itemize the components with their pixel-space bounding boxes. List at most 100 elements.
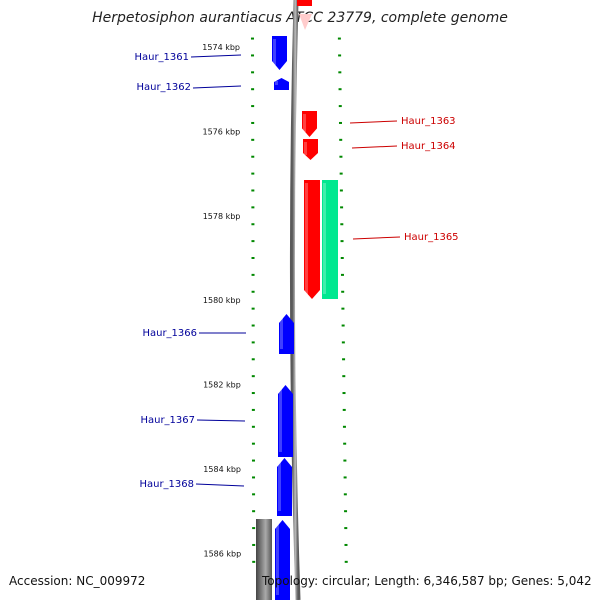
gene-glyph-highlight — [275, 81, 278, 85]
outer-tick — [340, 257, 344, 259]
tick-labels: 1574 kbp 1576 kbp 1578 kbp 1580 kbp 1582 kbp… — [202, 43, 241, 558]
inner-tick — [251, 307, 255, 310]
outer-tick — [339, 189, 343, 192]
partial-feature-top — [297, 0, 312, 6]
inner-tick — [251, 341, 255, 344]
outer-tick — [344, 543, 348, 546]
map-title: Herpetosiphon aurantiacus ATCC 23779, co… — [92, 10, 508, 26]
gene-glyph-highlight — [304, 142, 307, 155]
outer-tick — [342, 425, 346, 428]
gene-glyph — [303, 139, 318, 160]
outer-tick — [341, 307, 345, 310]
gene-leader-line — [196, 419, 246, 422]
backbone-arc — [289, 0, 301, 600]
partial-arrow-top — [299, 14, 312, 30]
inner-tick — [252, 560, 256, 563]
gene-layer — [272, 36, 338, 600]
inner-tick — [251, 273, 255, 276]
gene-label: Haur_1364 — [401, 141, 456, 152]
gene-leader-line — [352, 236, 401, 240]
outer-tick — [341, 290, 345, 293]
inner-tick — [251, 392, 255, 395]
inner-tick — [251, 138, 255, 141]
outer-tick — [344, 560, 348, 563]
gene-leader-line — [190, 54, 242, 58]
outer-tick — [344, 527, 348, 530]
outer-tick — [344, 510, 348, 513]
backbone-layer — [256, 0, 312, 600]
gene-glyph — [304, 180, 320, 299]
outer-tick — [341, 324, 345, 327]
gene-label: Haur_1367 — [140, 415, 195, 426]
tick-marks — [250, 37, 348, 563]
outer-tick — [341, 341, 345, 344]
gene-label: Haur_1368 — [139, 479, 194, 490]
gene-glyph-highlight — [323, 183, 326, 294]
topology-text: Topology: circular; Length: 6,346,587 bp… — [262, 574, 592, 588]
gene-glyph-highlight — [303, 114, 306, 132]
scale-tick-label: 1584 kbp — [203, 465, 241, 474]
scale-tick-label: 1574 kbp — [202, 43, 240, 52]
inner-tick — [251, 358, 255, 361]
inner-tick — [251, 425, 255, 428]
inner-tick — [251, 257, 255, 259]
gene-glyph — [302, 111, 317, 137]
outer-tick — [338, 88, 342, 91]
gene-glyph — [272, 36, 287, 70]
inner-tick — [251, 172, 255, 175]
inner-tick — [251, 290, 255, 293]
gene-glyph — [277, 458, 292, 516]
inner-tick — [251, 121, 255, 124]
outer-tick — [338, 71, 342, 74]
gene-glyph — [278, 385, 293, 457]
gene-leader-line — [351, 145, 398, 149]
outer-tick — [339, 155, 343, 158]
gene-glyph — [279, 314, 294, 354]
gene-glyph — [274, 78, 289, 90]
outer-tick — [343, 476, 347, 479]
inner-tick — [251, 54, 255, 57]
outer-tick — [339, 172, 343, 175]
inner-tick — [251, 240, 255, 243]
gene-glyph-highlight — [278, 461, 281, 511]
inner-tick — [251, 206, 255, 209]
outer-tick — [338, 121, 342, 124]
outer-tick — [342, 408, 346, 411]
inner-tick — [251, 155, 255, 158]
outer-tick — [343, 459, 347, 462]
outer-tick — [342, 358, 346, 361]
dark-feature-bottom — [256, 519, 272, 600]
outer-tick — [343, 493, 347, 496]
gene-glyph-highlight — [276, 523, 279, 595]
inner-tick — [251, 189, 255, 192]
outer-tick — [337, 37, 341, 40]
outer-tick — [340, 206, 344, 209]
outer-tick — [343, 442, 347, 445]
inner-tick — [252, 476, 256, 479]
outer-tick — [338, 105, 342, 108]
gene-glyph — [322, 180, 338, 299]
gene-glyph-highlight — [305, 183, 308, 294]
gene-leader-line — [195, 483, 245, 487]
scale-tick-label: 1580 kbp — [203, 296, 241, 305]
gene-glyph-highlight — [280, 317, 283, 349]
leader-lines — [190, 54, 401, 487]
outer-tick — [338, 54, 342, 57]
accession-text: Accession: NC_009972 — [9, 574, 146, 588]
inner-tick — [250, 37, 254, 40]
gene-leader-line — [192, 85, 242, 89]
inner-tick — [251, 105, 255, 108]
gene-label: Haur_1362 — [136, 82, 191, 93]
gene-glyph-highlight — [273, 39, 276, 65]
outer-tick — [340, 240, 344, 243]
scale-tick-label: 1578 kbp — [203, 212, 241, 221]
scale-tick-label: 1576 kbp — [202, 127, 240, 136]
outer-tick — [342, 392, 346, 395]
gene-glyph — [275, 520, 290, 600]
outer-tick — [340, 273, 344, 276]
gene-label: Haur_1366 — [142, 328, 197, 339]
gene-leader-line — [349, 120, 398, 124]
inner-tick — [251, 88, 255, 91]
inner-tick — [251, 375, 255, 378]
